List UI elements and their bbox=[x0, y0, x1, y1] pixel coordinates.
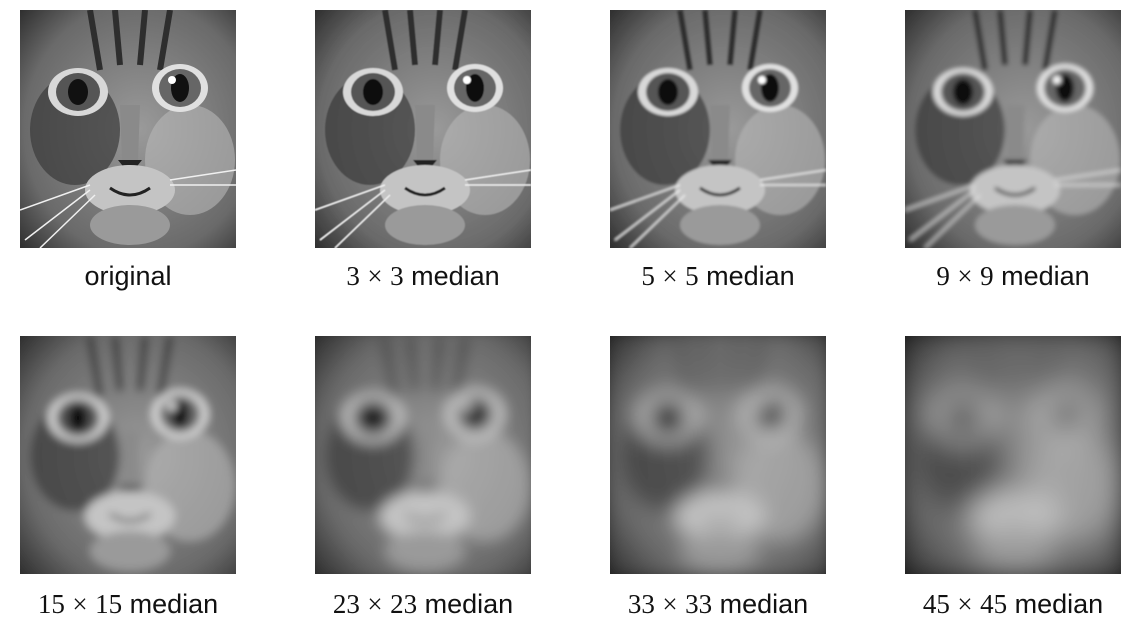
cat-image-45x45-median bbox=[905, 336, 1121, 574]
panel-9x9-median bbox=[905, 10, 1121, 248]
cat-image-3x3-median bbox=[315, 10, 531, 248]
caption-3x3-median: 3 × 3 median bbox=[346, 261, 500, 291]
panel-3x3-median bbox=[315, 10, 531, 248]
panel-15x15-median bbox=[20, 336, 236, 574]
caption-9x9-median: 9 × 9 median bbox=[936, 261, 1090, 291]
cat-image-original bbox=[20, 10, 236, 248]
cat-image-9x9-median bbox=[905, 10, 1121, 248]
cat-image-33x33-median bbox=[610, 336, 826, 574]
caption-33x33-median: 33 × 33 median bbox=[627, 589, 809, 619]
caption-5x5-median: 5 × 5 median bbox=[641, 261, 795, 291]
cat-image-15x15-median bbox=[20, 336, 236, 574]
panel-23x23-median bbox=[315, 336, 531, 574]
cat-image-5x5-median bbox=[610, 10, 826, 248]
panel-33x33-median bbox=[610, 336, 826, 574]
caption-15x15-median: 15 × 15 median bbox=[37, 589, 219, 619]
caption-45x45-median: 45 × 45 median bbox=[922, 589, 1104, 619]
panel-original bbox=[20, 10, 236, 248]
caption-original: original bbox=[84, 261, 172, 291]
cat-image-23x23-median bbox=[315, 336, 531, 574]
panel-5x5-median bbox=[610, 10, 826, 248]
caption-23x23-median: 23 × 23 median bbox=[332, 589, 514, 619]
panel-45x45-median bbox=[905, 336, 1121, 574]
